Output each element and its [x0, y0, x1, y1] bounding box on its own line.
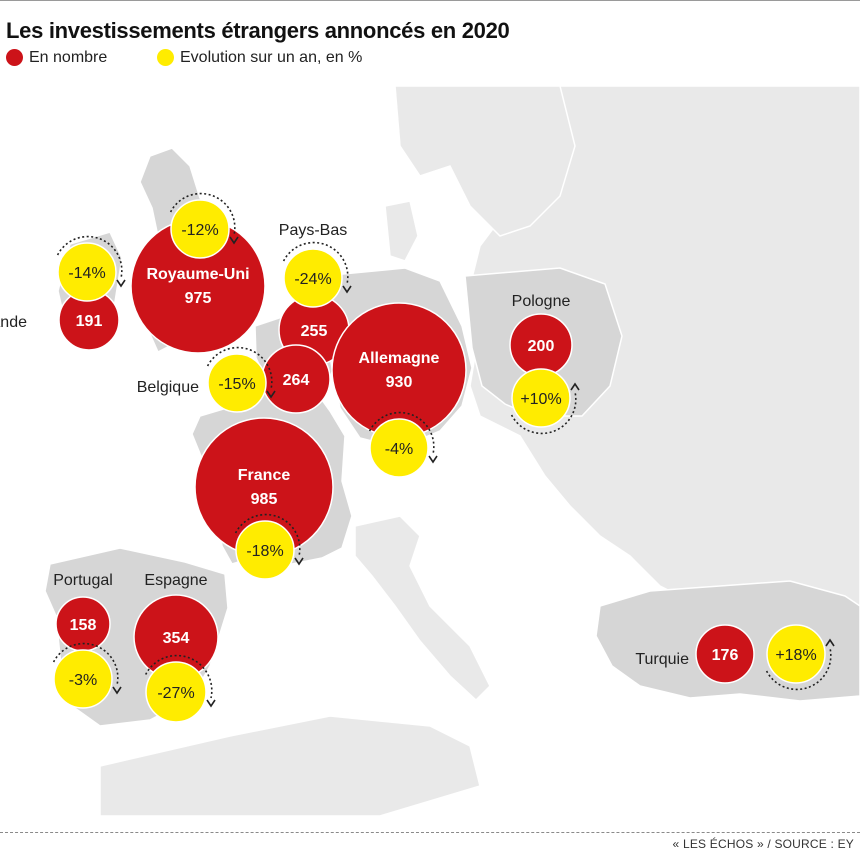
top-rule — [0, 0, 860, 1]
evolution-value-pologne: +10% — [520, 391, 561, 408]
land-scandinavia — [394, 86, 576, 237]
evolution-bubble-irlande — [57, 242, 117, 302]
europe-map: Royaume-Uni 975 -12% 191 Irlande -14% 255 Pays-… — [0, 86, 860, 816]
arrow-down-icon-irlande — [116, 279, 126, 288]
evolution-bubble-espagne — [145, 661, 207, 723]
bubble-layer: Royaume-Uni 975 -12% 191 Irlande -14% 255 Pays-… — [0, 192, 835, 723]
country-group-turquie: 176 Turquie +18% — [635, 624, 835, 691]
country-group-royaume-uni: Royaume-Uni 975 -12% — [130, 192, 266, 354]
source-credit: « LES ÉCHOS » / SOURCE : EY — [672, 837, 854, 851]
evolution-value-espagne: -27% — [157, 685, 194, 702]
legend-label-evolution: Evolution sur un an, en % — [180, 49, 363, 66]
arrow-down-icon-espagne — [206, 699, 216, 708]
evolution-value-france: -18% — [246, 543, 283, 560]
evolution-value-turquie: +18% — [775, 647, 816, 664]
country-group-belgique: 264 Belgique -15% — [137, 344, 331, 414]
count-value-belgique: 264 — [283, 372, 310, 389]
country-name-turquie: Turquie — [635, 651, 689, 668]
count-value-pays-bas: 255 — [301, 323, 328, 340]
country-group-allemagne: Allemagne 930 -4% — [331, 302, 467, 478]
country-name-france: France — [238, 467, 291, 484]
arrow-down-icon-royaume-uni — [229, 236, 239, 245]
evolution-bubble-turquie — [766, 624, 826, 684]
evolution-value-irlande: -14% — [68, 265, 105, 282]
evolution-bubble-portugal — [53, 649, 113, 709]
country-name-pologne: Pologne — [512, 293, 571, 310]
country-name-portugal: Portugal — [53, 572, 113, 589]
evolution-value-allemagne: -4% — [385, 441, 413, 458]
count-value-espagne: 354 — [163, 630, 190, 647]
land-denmark — [384, 200, 419, 262]
count-value-portugal: 158 — [70, 617, 97, 634]
evolution-bubble-pays-bas — [283, 248, 343, 308]
count-value-turquie: 176 — [712, 647, 739, 664]
country-name-irlande: Irlande — [0, 314, 27, 331]
legend-swatch-evolution — [157, 49, 174, 66]
country-name-espagne: Espagne — [144, 572, 207, 589]
evolution-value-royaume-uni: -12% — [181, 222, 218, 239]
country-group-portugal: 158 Portugal -3% — [52, 572, 122, 709]
country-group-irlande: 191 Irlande -14% — [0, 235, 126, 351]
bottom-rule — [0, 832, 860, 833]
evolution-bubble-royaume-uni — [170, 199, 230, 259]
arrow-up-icon-turquie — [825, 638, 835, 647]
evolution-value-pays-bas: -24% — [294, 271, 331, 288]
count-value-irlande: 191 — [76, 313, 103, 330]
arrow-down-icon-belgique — [266, 390, 276, 399]
count-value-france: 985 — [251, 491, 278, 508]
count-bubble-allemagne — [331, 302, 467, 438]
country-group-france: France 985 -18% — [194, 417, 334, 580]
evolution-bubble-allemagne — [369, 418, 429, 478]
arrow-down-icon-portugal — [112, 686, 122, 695]
arrow-down-icon-pays-bas — [342, 285, 352, 294]
map-area: Royaume-Uni 975 -12% 191 Irlande -14% 255 Pays-… — [0, 86, 860, 816]
count-value-pologne: 200 — [528, 338, 555, 355]
country-name-royaume-uni: Royaume-Uni — [146, 266, 249, 283]
evolution-value-portugal: -3% — [69, 672, 97, 689]
land-north-africa — [99, 715, 481, 816]
country-name-allemagne: Allemagne — [359, 350, 440, 367]
country-group-pologne: 200 Pologne +10% — [509, 293, 580, 435]
count-bubble-turquie — [695, 624, 755, 684]
arrow-down-icon-france — [294, 557, 304, 566]
count-value-allemagne: 930 — [386, 374, 413, 391]
count-value-royaume-uni: 975 — [185, 290, 212, 307]
legend-label-count: En nombre — [29, 49, 108, 66]
trend-arc-espagne — [144, 654, 213, 699]
arrow-up-icon-pologne — [570, 382, 580, 391]
evolution-bubble-france — [235, 520, 295, 580]
legend-swatch-count — [6, 49, 23, 66]
arrow-down-icon-allemagne — [428, 455, 438, 464]
evolution-value-belgique: -15% — [218, 376, 255, 393]
country-name-pays-bas: Pays-Bas — [279, 222, 347, 239]
land-italy — [354, 515, 491, 702]
evolution-bubble-belgique — [207, 353, 267, 413]
evolution-bubble-pologne — [511, 368, 571, 428]
map-title: Les investissements étrangers annoncés e… — [6, 18, 510, 43]
country-group-espagne: 354 Espagne -27% — [133, 572, 219, 723]
country-name-belgique: Belgique — [137, 379, 199, 396]
